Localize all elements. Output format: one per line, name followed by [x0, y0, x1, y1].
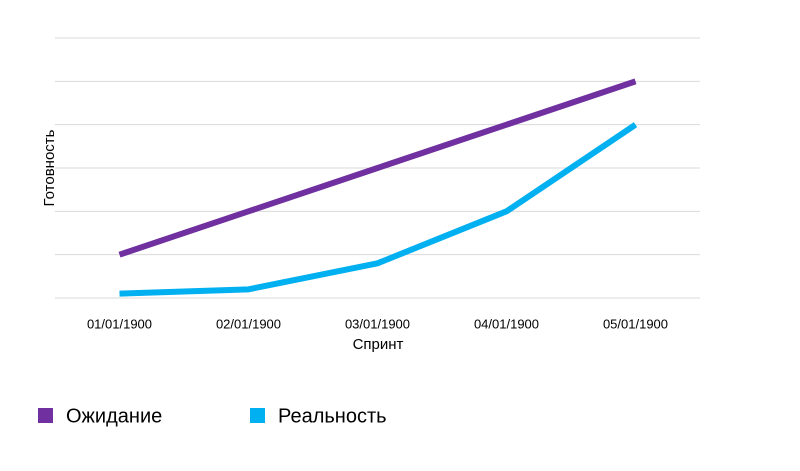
line-series: [118, 78, 637, 258]
x-tick-label: 04/01/1900: [474, 316, 539, 331]
legend-label: Ожидание: [66, 405, 162, 427]
x-tick-label: 02/01/1900: [216, 316, 281, 331]
line-series: [119, 122, 638, 297]
x-tick-label: 03/01/1900: [345, 316, 410, 331]
x-tick-label: 01/01/1900: [87, 316, 152, 331]
legend-label: Реальность: [278, 405, 387, 427]
x-tick-label: 05/01/1900: [603, 316, 668, 331]
legend-swatch: [250, 408, 265, 423]
y-axis-title: Готовность: [41, 129, 58, 206]
x-axis-title: Спринт: [353, 336, 404, 353]
legend-swatch: [38, 408, 53, 423]
